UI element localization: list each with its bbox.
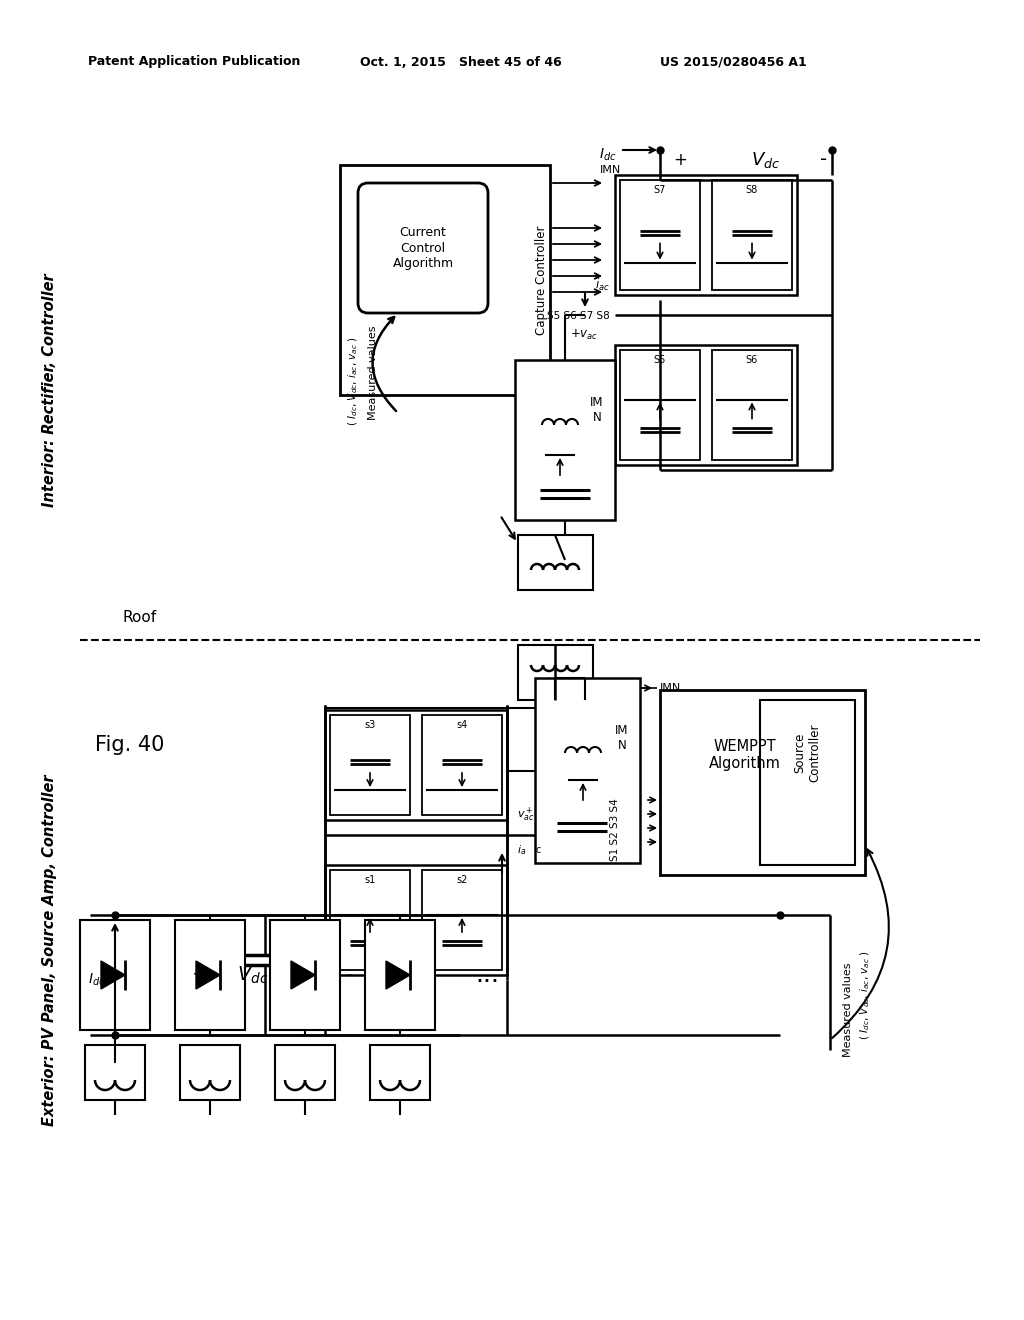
Text: $v_{ac}^+$: $v_{ac}^+$ — [517, 805, 535, 824]
Text: Oct. 1, 2015   Sheet 45 of 46: Oct. 1, 2015 Sheet 45 of 46 — [360, 55, 562, 69]
Bar — [620, 350, 700, 459]
Text: $I_{dc}$: $I_{dc}$ — [88, 972, 105, 989]
Bar — [660, 690, 865, 875]
Bar — [85, 1045, 145, 1100]
Text: S1 S2 S3 S4: S1 S2 S3 S4 — [610, 799, 620, 862]
Text: +: + — [191, 965, 208, 985]
Bar — [370, 1045, 430, 1100]
Text: ( $I_{dc}$, $V_{dc}$, $i_{ac}$, $v_{ac}$ ): ( $I_{dc}$, $V_{dc}$, $i_{ac}$, $v_{ac}$… — [346, 337, 359, 426]
Text: $I_{dc}$: $I_{dc}$ — [599, 147, 616, 164]
Text: c: c — [535, 845, 541, 855]
Text: Measured values: Measured values — [368, 326, 378, 420]
Text: ...: ... — [475, 964, 499, 987]
Bar — [80, 920, 150, 1030]
FancyBboxPatch shape — [358, 183, 488, 313]
Bar — [615, 345, 797, 465]
Text: $i_{ac}$: $i_{ac}$ — [595, 277, 609, 293]
Text: s3: s3 — [365, 719, 376, 730]
Bar — [422, 870, 502, 970]
Bar — [325, 710, 507, 820]
Text: Interior: Rectifier, Controller: Interior: Rectifier, Controller — [43, 273, 57, 507]
Text: ( $I_{dc}$, $V_{dc}$, $i_{ac}$, $v_{ac}$ ): ( $I_{dc}$, $V_{dc}$, $i_{ac}$, $v_{ac}$… — [858, 950, 871, 1040]
Text: IMN: IMN — [600, 165, 622, 176]
Bar — [330, 715, 410, 814]
Bar — [180, 1045, 240, 1100]
Text: S7: S7 — [653, 185, 667, 195]
Text: IM
N: IM N — [590, 396, 604, 424]
Text: -: - — [820, 150, 827, 169]
Text: S8: S8 — [745, 185, 758, 195]
Text: Measured values: Measured values — [843, 962, 853, 1057]
Bar — [620, 180, 700, 290]
Bar — [535, 678, 640, 863]
Text: S5: S5 — [653, 355, 667, 366]
Bar — [515, 360, 615, 520]
Text: Patent Application Publication: Patent Application Publication — [88, 55, 300, 69]
Bar — [517, 535, 593, 590]
Bar — [330, 870, 410, 970]
Text: Capture Controller: Capture Controller — [536, 226, 549, 335]
Polygon shape — [101, 961, 125, 989]
Text: $V_{dc}$: $V_{dc}$ — [237, 965, 268, 986]
Text: US 2015/0280456 A1: US 2015/0280456 A1 — [660, 55, 807, 69]
Bar — [270, 920, 340, 1030]
Bar — [712, 180, 792, 290]
Text: $i_a$: $i_a$ — [517, 843, 526, 857]
Bar — [422, 715, 502, 814]
Bar — [325, 865, 507, 975]
Bar — [175, 920, 245, 1030]
Bar — [760, 700, 855, 865]
Bar — [615, 176, 797, 294]
Bar — [365, 920, 435, 1030]
Text: +: + — [673, 150, 687, 169]
Text: -: - — [346, 965, 353, 985]
Text: Roof: Roof — [123, 610, 157, 626]
Text: s2: s2 — [457, 875, 468, 884]
Text: $V_{dc}$: $V_{dc}$ — [752, 150, 780, 170]
Text: S5 S6 S7 S8: S5 S6 S7 S8 — [547, 312, 609, 321]
Bar — [340, 165, 550, 395]
Text: Source
Controller: Source Controller — [794, 723, 821, 781]
Text: IMN: IMN — [660, 682, 681, 693]
Bar — [517, 645, 593, 700]
Text: Fig. 40: Fig. 40 — [95, 735, 165, 755]
Text: S6: S6 — [745, 355, 758, 366]
Text: Current
Control
Algorithm: Current Control Algorithm — [392, 227, 454, 269]
Polygon shape — [196, 961, 220, 989]
Polygon shape — [386, 961, 410, 989]
Text: WEMPPT
Algorithm: WEMPPT Algorithm — [709, 739, 780, 771]
Text: +$v_{ac}$: +$v_{ac}$ — [570, 327, 598, 342]
Text: Exterior: PV Panel, Source Amp, Controller: Exterior: PV Panel, Source Amp, Controll… — [43, 775, 57, 1126]
Text: IM
N: IM N — [615, 723, 629, 752]
Text: s4: s4 — [457, 719, 468, 730]
Bar — [275, 1045, 335, 1100]
Bar — [712, 350, 792, 459]
Text: s1: s1 — [365, 875, 376, 884]
Polygon shape — [291, 961, 315, 989]
